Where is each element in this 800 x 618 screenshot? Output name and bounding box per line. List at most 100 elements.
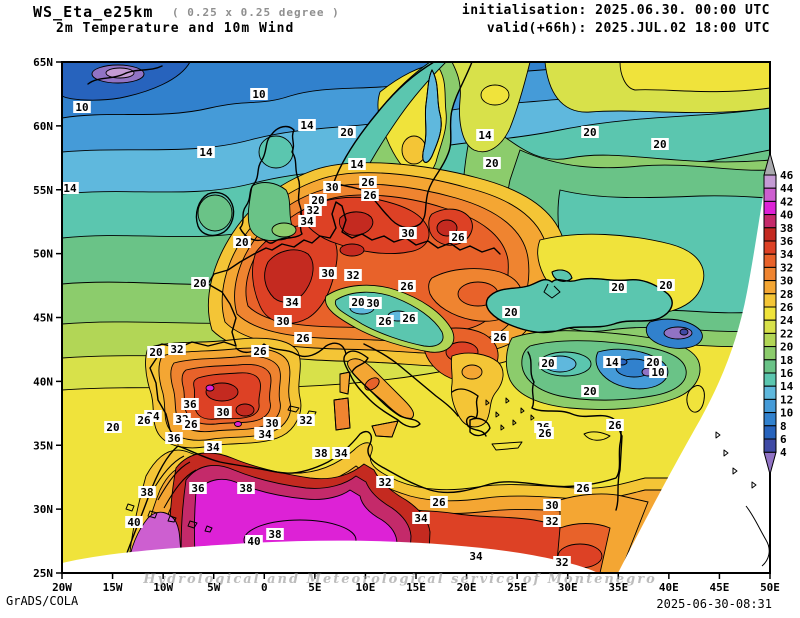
svg-text:25N: 25N [33,567,53,580]
svg-text:55N: 55N [33,184,53,197]
svg-text:20: 20 [485,157,498,170]
svg-text:14: 14 [300,119,314,132]
svg-text:50E: 50E [760,581,780,594]
svg-text:10: 10 [780,407,793,420]
svg-text:20: 20 [193,277,206,290]
svg-text:34: 34 [258,428,272,441]
svg-text:20E: 20E [457,581,477,594]
svg-text:10: 10 [651,366,664,379]
svg-text:20: 20 [351,296,364,309]
model-title: WS_Eta_e25km [33,3,154,21]
svg-text:26: 26 [493,331,507,344]
svg-text:28: 28 [780,288,793,301]
svg-text:34: 34 [206,441,220,454]
svg-text:6: 6 [780,433,787,446]
svg-text:14: 14 [350,158,364,171]
svg-text:26: 26 [296,332,310,345]
svg-text:65N: 65N [33,56,53,69]
svg-text:26: 26 [451,231,465,244]
svg-text:22: 22 [780,327,793,340]
svg-text:45E: 45E [709,581,729,594]
svg-text:26: 26 [608,419,622,432]
creation-timestamp: 2025-06-30-08:31 [656,597,772,611]
svg-text:34: 34 [469,550,483,563]
svg-text:30: 30 [321,267,334,280]
initialisation-time: initialisation: 2025.06.30. 00:00 UTC [461,3,770,18]
svg-text:15E: 15E [406,581,426,594]
svg-text:14: 14 [478,129,492,142]
svg-text:5E: 5E [308,581,321,594]
svg-text:18: 18 [780,354,793,367]
svg-text:35E: 35E [608,581,628,594]
longitude-axis: 20W 15W 10W 5W 0 5E 10E 15E 20E 25E 30E 35E 40E 45E 50… [52,573,780,594]
temperature-colorbar: 4644424038363432302826242220181614121086… [763,151,794,477]
svg-text:10E: 10E [355,581,375,594]
svg-text:20: 20 [541,357,554,370]
svg-text:26: 26 [184,418,198,431]
svg-text:20W: 20W [52,581,72,594]
svg-text:15W: 15W [103,581,123,594]
grads-credit: GrADS/COLA [6,594,79,608]
svg-text:30N: 30N [33,503,53,516]
domain-boundary-void [62,152,770,573]
svg-text:4: 4 [780,446,787,459]
svg-text:30: 30 [325,181,338,194]
svg-text:32: 32 [378,476,391,489]
svg-text:10W: 10W [153,581,173,594]
svg-text:32: 32 [555,556,568,569]
latitude-axis: 65N 60N 55N 50N 45N 40N 35N 30N 25N [33,56,62,580]
svg-text:42: 42 [780,195,793,208]
svg-text:20: 20 [106,421,119,434]
svg-text:30: 30 [545,499,558,512]
svg-text:26: 26 [253,345,267,358]
svg-text:30: 30 [216,406,229,419]
svg-text:30: 30 [366,297,379,310]
svg-text:14: 14 [780,380,794,393]
svg-text:26: 26 [576,482,590,495]
svg-text:20: 20 [611,281,624,294]
svg-text:26: 26 [361,176,375,189]
svg-text:32: 32 [780,261,793,274]
svg-text:0: 0 [261,581,268,594]
svg-text:34: 34 [334,447,348,460]
svg-text:46: 46 [780,169,794,182]
svg-text:38: 38 [239,482,252,495]
svg-text:32: 32 [346,269,359,282]
svg-text:14: 14 [199,146,213,159]
svg-text:32: 32 [299,414,312,427]
svg-text:26: 26 [780,301,794,314]
svg-text:30E: 30E [558,581,578,594]
svg-text:50N: 50N [33,248,53,261]
svg-text:26: 26 [432,496,446,509]
svg-text:32: 32 [545,515,558,528]
svg-text:16: 16 [780,367,794,380]
svg-text:10: 10 [75,101,88,114]
svg-text:24: 24 [780,314,794,327]
svg-text:25E: 25E [507,581,527,594]
svg-text:45N: 45N [33,312,53,325]
svg-text:35N: 35N [33,439,53,452]
svg-text:34: 34 [414,512,428,525]
svg-text:32: 32 [306,204,319,217]
svg-text:38: 38 [268,528,281,541]
svg-text:44: 44 [780,182,794,195]
svg-text:20: 20 [646,356,659,369]
svg-text:40: 40 [127,516,140,529]
svg-text:20: 20 [311,194,324,207]
svg-text:38: 38 [314,447,327,460]
svg-text:36: 36 [167,432,181,445]
svg-text:40E: 40E [659,581,679,594]
svg-text:40: 40 [247,535,260,548]
svg-text:26: 26 [378,315,392,328]
svg-text:14: 14 [63,182,77,195]
svg-text:20: 20 [653,138,666,151]
svg-text:20: 20 [504,306,517,319]
svg-text:20: 20 [235,236,248,249]
svg-text:26: 26 [137,414,151,427]
svg-text:12: 12 [780,393,793,406]
svg-text:10: 10 [252,88,265,101]
svg-text:30: 30 [265,417,278,430]
svg-text:20: 20 [659,279,672,292]
